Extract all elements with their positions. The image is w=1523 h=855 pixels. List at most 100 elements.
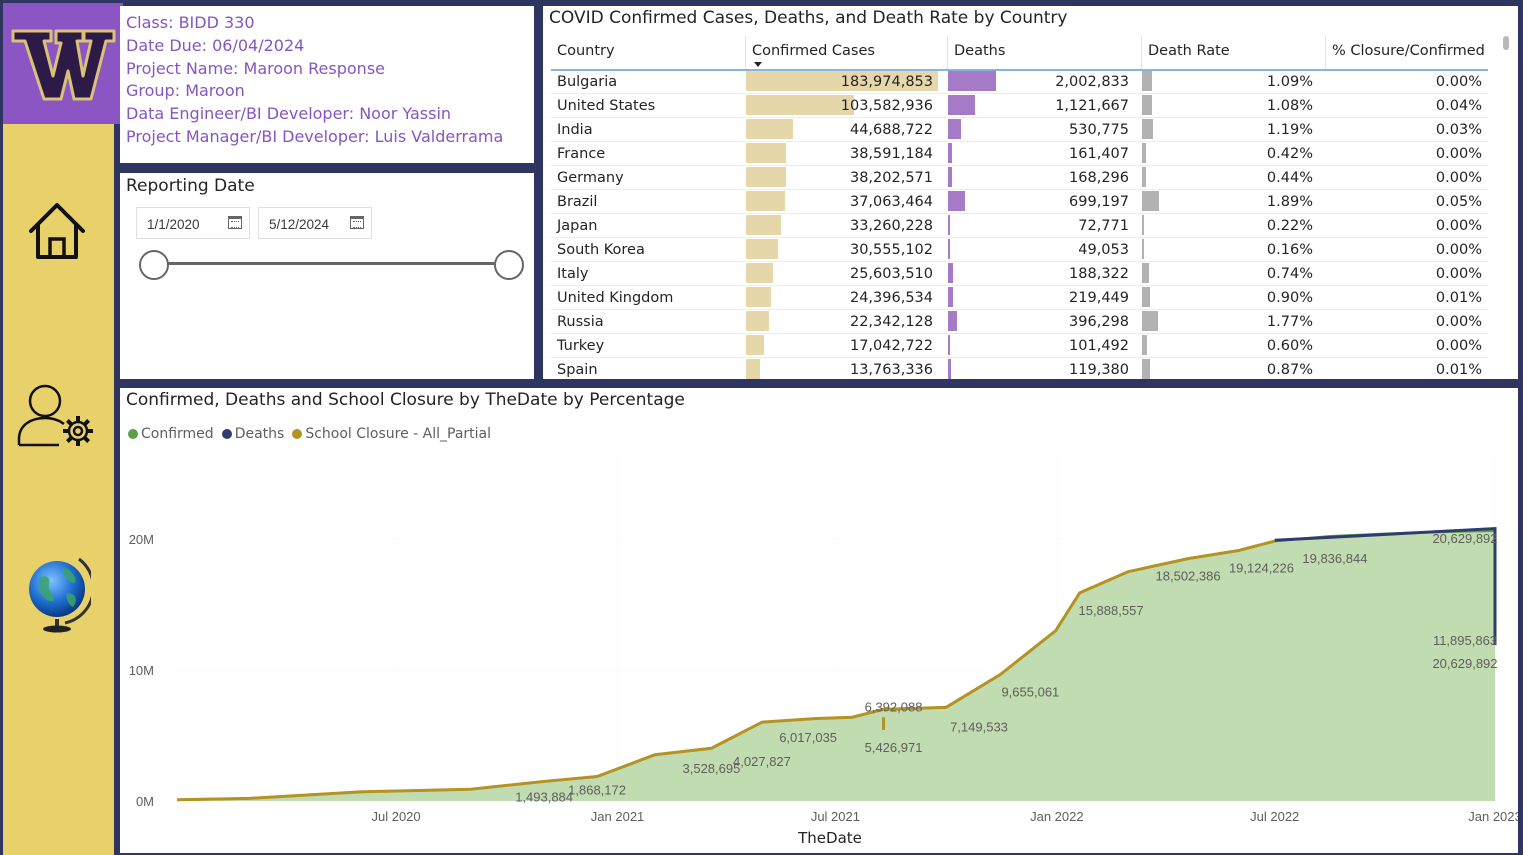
- reporting-date-slicer: Reporting Date 1/1/2020 5/12/2024: [120, 173, 534, 379]
- death-rate-bar: [1142, 335, 1148, 355]
- table-row[interactable]: Japan 33,260,228 72,771 0.22% 0.00%: [551, 214, 1488, 238]
- closure-cell: 0.00%: [1435, 74, 1482, 90]
- death-rate-bar: [1142, 215, 1144, 235]
- home-icon[interactable]: [25, 199, 89, 268]
- group-label: Group: Maroon: [126, 81, 245, 101]
- closure-cell: 0.00%: [1435, 314, 1482, 330]
- country-cell: Brazil: [557, 194, 598, 210]
- school-closure-line: [176, 539, 1276, 802]
- country-cell: South Korea: [557, 242, 645, 258]
- cases-bar: [746, 287, 772, 307]
- table-row[interactable]: Italy 25,603,510 188,322 0.74% 0.00%: [551, 262, 1488, 286]
- deaths-cell: 219,449: [1069, 290, 1129, 306]
- legend-deaths[interactable]: Deaths: [221, 426, 284, 442]
- table-header: Country Confirmed Cases Deaths Death Rat…: [551, 36, 1488, 71]
- cases-bar: [746, 239, 778, 259]
- col-country[interactable]: Country: [557, 43, 615, 59]
- country-cell: France: [557, 146, 606, 162]
- deaths-cell: 1,121,667: [1055, 98, 1129, 114]
- cases-bar: [746, 71, 938, 91]
- death-rate-cell: 1.19%: [1266, 122, 1313, 138]
- data-label: 7,149,533: [950, 719, 1008, 734]
- deaths-bar: [948, 71, 996, 91]
- cases-cell: 25,603,510: [849, 266, 933, 282]
- cases-cell: 24,396,534: [849, 290, 933, 306]
- cases-cell: 22,342,128: [849, 314, 933, 330]
- col-confirmed-cases[interactable]: Confirmed Cases: [745, 36, 947, 69]
- end-date-value: 5/12/2024: [269, 217, 330, 232]
- col-deaths[interactable]: Deaths: [947, 36, 1141, 69]
- country-cell: Italy: [557, 266, 589, 282]
- table-row[interactable]: France 38,591,184 161,407 0.42% 0.00%: [551, 142, 1488, 166]
- table-row[interactable]: Spain 13,763,336 119,380 0.87% 0.01%: [551, 358, 1488, 379]
- cases-cell: 38,202,571: [849, 170, 933, 186]
- table-row[interactable]: United Kingdom 24,396,534 219,449 0.90% 0.01…: [551, 286, 1488, 310]
- cases-cell: 183,974,853: [840, 74, 933, 90]
- data-label: 11,895,863: [1433, 633, 1497, 648]
- deaths-bar: [948, 119, 961, 139]
- calendar-icon[interactable]: [228, 216, 242, 229]
- cases-cell: 103,582,936: [840, 98, 933, 114]
- closure-cell: 0.00%: [1435, 338, 1482, 354]
- end-date-input[interactable]: 5/12/2024: [258, 207, 372, 239]
- death-rate-bar: [1142, 71, 1152, 91]
- engineer-label: Data Engineer/BI Developer: Noor Yassin: [126, 104, 452, 124]
- deaths-cell: 530,775: [1069, 122, 1129, 138]
- closure-cell: 0.00%: [1435, 242, 1482, 258]
- deaths-cell: 188,322: [1069, 266, 1129, 282]
- data-label: 20,629,892: [1432, 531, 1497, 546]
- deaths-bar: [948, 287, 954, 307]
- y-tick-label: 20M: [129, 532, 154, 547]
- data-label: 19,124,226: [1229, 560, 1294, 575]
- deaths-bar: [948, 167, 953, 187]
- death-rate-cell: 0.22%: [1266, 218, 1313, 234]
- death-rate-cell: 0.90%: [1266, 290, 1313, 306]
- range-end-handle[interactable]: [494, 250, 524, 280]
- manager-label: Project Manager/BI Developer: Luis Valde…: [126, 126, 504, 146]
- closure-cell: 0.00%: [1435, 170, 1482, 186]
- range-start-handle[interactable]: [139, 250, 169, 280]
- deaths-cell: 161,407: [1069, 146, 1129, 162]
- cases-bar: [746, 311, 770, 331]
- data-label: 1,493,884: [515, 789, 573, 804]
- table-row[interactable]: Germany 38,202,571 168,296 0.44% 0.00%: [551, 166, 1488, 190]
- closure-cell: 0.00%: [1435, 218, 1482, 234]
- globe-icon[interactable]: [25, 553, 95, 638]
- country-table: COVID Confirmed Cases, Deaths, and Death…: [543, 6, 1518, 379]
- death-rate-bar: [1142, 287, 1151, 307]
- table-row[interactable]: Bulgaria 183,974,853 2,002,833 1.09% 0.00%: [551, 70, 1488, 94]
- table-row[interactable]: Turkey 17,042,722 101,492 0.60% 0.00%: [551, 334, 1488, 358]
- closure-cell: 0.05%: [1435, 194, 1482, 210]
- table-row[interactable]: United States 103,582,936 1,121,667 1.08% 0.…: [551, 94, 1488, 118]
- area-chart: 0M 10M 20M Jul 2020 Jan 2021 Jul 2021 Jan 2022…: [129, 458, 1518, 847]
- start-date-input[interactable]: 1/1/2020: [136, 207, 250, 239]
- col-death-rate[interactable]: Death Rate: [1141, 36, 1325, 69]
- table-row[interactable]: India 44,688,722 530,775 1.19% 0.03%: [551, 118, 1488, 142]
- chart-legend: Confirmed Deaths School Closure - All_Pa…: [128, 426, 499, 442]
- death-rate-cell: 0.16%: [1266, 242, 1313, 258]
- user-settings-icon[interactable]: [15, 381, 99, 458]
- nav-rail: [3, 3, 123, 855]
- death-rate-bar: [1142, 263, 1149, 283]
- deaths-cell: 101,492: [1069, 338, 1129, 354]
- closure-cell: 0.03%: [1435, 122, 1482, 138]
- sort-desc-icon: [754, 62, 762, 67]
- deaths-bar: [948, 359, 951, 379]
- date-range-track[interactable]: [154, 262, 509, 265]
- country-cell: Russia: [557, 314, 604, 330]
- table-row[interactable]: South Korea 30,555,102 49,053 0.16% 0.00%: [551, 238, 1488, 262]
- country-cell: Turkey: [557, 338, 605, 354]
- col-closure-confirmed[interactable]: % Closure/Confirmed: [1325, 36, 1488, 69]
- table-row[interactable]: Russia 22,342,128 396,298 1.77% 0.00%: [551, 310, 1488, 334]
- legend-school-closure[interactable]: School Closure - All_Partial: [292, 426, 491, 442]
- legend-label: School Closure - All_Partial: [305, 426, 492, 442]
- legend-confirmed[interactable]: Confirmed: [128, 426, 214, 442]
- table-row[interactable]: Brazil 37,063,464 699,197 1.89% 0.05%: [551, 190, 1488, 214]
- deaths-bar: [948, 263, 953, 283]
- x-tick-label: Jul 2021: [811, 809, 860, 824]
- table-scrollbar[interactable]: [1503, 36, 1509, 50]
- legend-dot: [221, 429, 232, 439]
- calendar-icon[interactable]: [350, 216, 364, 229]
- x-tick-label: Jan 2021: [591, 809, 645, 824]
- deaths-bar: [948, 239, 950, 259]
